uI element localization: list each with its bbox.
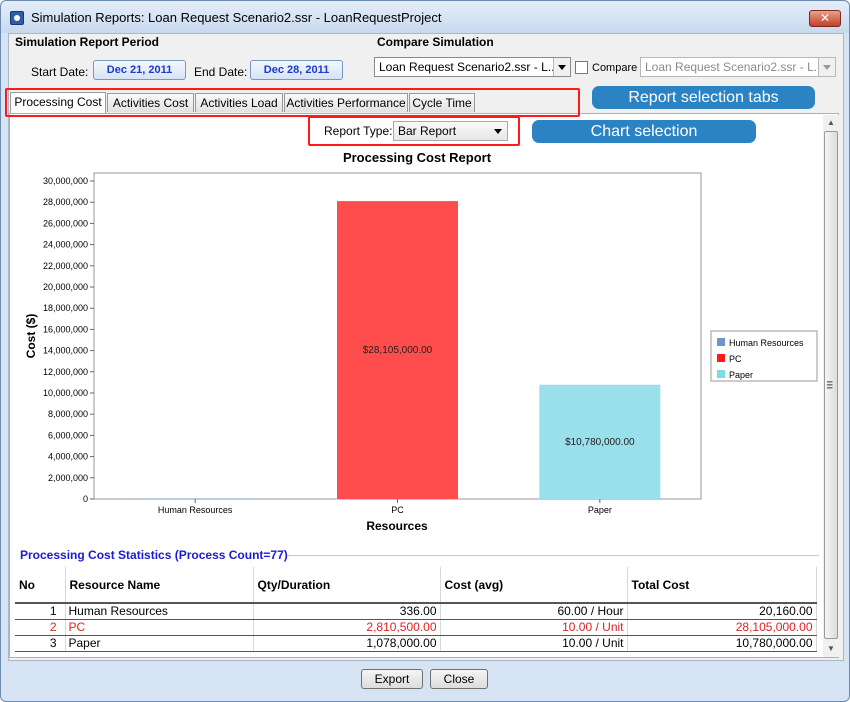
- y-tick-label: 14,000,000: [43, 346, 88, 356]
- row-qty: 336.00: [253, 603, 441, 620]
- chevron-down-icon: [818, 58, 835, 76]
- row-no: 1: [15, 603, 66, 620]
- row-resource-name: Paper: [65, 635, 254, 652]
- column-header-resource-name[interactable]: Resource Name: [65, 567, 254, 604]
- x-axis-label: Resources: [366, 519, 428, 533]
- compare-scenario-value: Loan Request Scenario2.ssr - L...: [645, 60, 824, 74]
- column-header-no[interactable]: No: [15, 567, 66, 604]
- y-tick-label: 4,000,000: [48, 452, 88, 462]
- row-total: 20,160.00: [627, 603, 817, 620]
- scenario-select-value: Loan Request Scenario2.ssr - L...: [379, 60, 558, 74]
- bar-paper[interactable]: [539, 384, 661, 499]
- report-type-value: Bar Report: [398, 124, 457, 138]
- app-icon: [10, 11, 24, 25]
- column-header-qty-duration[interactable]: Qty/Duration: [253, 567, 441, 604]
- start-date-label: Start Date:: [31, 65, 89, 79]
- end-date-label: End Date:: [194, 65, 248, 79]
- stats-title: Processing Cost Statistics (Process Coun…: [20, 548, 288, 562]
- chevron-down-icon[interactable]: [490, 122, 507, 140]
- column-header-total-cost[interactable]: Total Cost: [627, 567, 817, 604]
- compare-checkbox[interactable]: [575, 61, 588, 74]
- legend-item: Paper: [729, 370, 753, 380]
- y-tick-label: 28,000,000: [43, 197, 88, 207]
- y-tick-label: 6,000,000: [48, 430, 88, 440]
- legend-swatch: [717, 338, 725, 346]
- tab-activities-cost[interactable]: Activities Cost: [107, 93, 194, 112]
- y-tick-label: 22,000,000: [43, 261, 88, 271]
- stats-divider: [287, 555, 819, 556]
- bar-pc[interactable]: [337, 201, 458, 499]
- compare-checkbox-label: Compare: [592, 62, 638, 74]
- legend-box: [710, 330, 818, 382]
- y-tick-label: 2,000,000: [48, 473, 88, 483]
- tab-activities-load[interactable]: Activities Load: [195, 93, 283, 112]
- column-header-cost-avg[interactable]: Cost (avg): [440, 567, 628, 604]
- tab-activities-performance[interactable]: Activities Performance: [284, 93, 408, 112]
- y-axis-label: Cost ($): [24, 314, 38, 359]
- scroll-grip-icon: ━ ━ ━: [827, 377, 833, 393]
- legend-swatch: [717, 370, 725, 378]
- end-date-button[interactable]: Dec 28, 2011: [250, 60, 343, 80]
- y-tick-label: 8,000,000: [48, 409, 88, 419]
- tab-processing-cost[interactable]: Processing Cost: [10, 92, 106, 113]
- tabs-highlight-box: [5, 88, 580, 117]
- legend-swatch: [717, 354, 725, 362]
- x-tick-label: PC: [391, 505, 404, 515]
- bar-data-label: $10,780,000.00: [565, 437, 635, 448]
- scroll-down-arrow-icon[interactable]: ▼: [827, 644, 835, 653]
- chart-selection-highlight-box: [308, 116, 520, 146]
- tab-cycle-time[interactable]: Cycle Time: [409, 93, 475, 112]
- table-row[interactable]: 1 Human Resources 336.00 60.00 / Hour 20…: [15, 603, 817, 620]
- chart-title: Processing Cost Report: [343, 150, 492, 165]
- legend-item: Human Resources: [729, 338, 804, 348]
- row-resource-name: PC: [65, 619, 254, 636]
- row-qty: 1,078,000.00: [253, 635, 441, 652]
- chevron-down-icon[interactable]: [553, 58, 570, 76]
- row-cost: 10.00 / Unit: [440, 635, 628, 652]
- start-date-button[interactable]: Dec 21, 2011: [93, 60, 186, 80]
- window-title: Simulation Reports: Loan Request Scenari…: [31, 10, 442, 25]
- close-button[interactable]: Close: [430, 669, 488, 689]
- tabs-callout: Report selection tabs: [592, 86, 815, 109]
- row-cost: 60.00 / Hour: [440, 603, 628, 620]
- y-tick-label: 30,000,000: [43, 176, 88, 186]
- y-tick-label: 26,000,000: [43, 218, 88, 228]
- table-row[interactable]: 3 Paper 1,078,000.00 10.00 / Unit 10,780…: [15, 635, 817, 652]
- stats-header-row: No Resource Name Qty/Duration Cost (avg)…: [15, 567, 817, 604]
- legend-item: PC: [729, 354, 742, 364]
- y-tick-label: 16,000,000: [43, 324, 88, 334]
- y-tick-label: 24,000,000: [43, 240, 88, 250]
- compare-simulation-group-label: Compare Simulation: [377, 35, 494, 49]
- y-tick-label: 20,000,000: [43, 282, 88, 292]
- export-button[interactable]: Export: [361, 669, 423, 689]
- x-tick-label: Human Resources: [158, 505, 233, 515]
- chart-callout: Chart selection: [532, 120, 756, 143]
- table-row[interactable]: 2 PC 2,810,500.00 10.00 / Unit 28,105,00…: [15, 619, 817, 636]
- report-type-label: Report Type:: [324, 124, 393, 138]
- processing-cost-stats-table: No Resource Name Qty/Duration Cost (avg)…: [15, 567, 817, 652]
- bar-data-label: $28,105,000.00: [363, 345, 433, 356]
- y-tick-label: 18,000,000: [43, 303, 88, 313]
- compare-scenario-select: Loan Request Scenario2.ssr - L...: [640, 57, 836, 77]
- scenario-select[interactable]: Loan Request Scenario2.ssr - L...: [374, 57, 571, 77]
- scroll-up-arrow-icon[interactable]: ▲: [827, 118, 835, 127]
- row-total: 10,780,000.00: [627, 635, 817, 652]
- row-total: 28,105,000.00: [627, 619, 817, 636]
- x-tick-label: Paper: [588, 505, 612, 515]
- row-cost: 10.00 / Unit: [440, 619, 628, 636]
- y-tick-label: 0: [83, 494, 88, 504]
- title-bar[interactable]: Simulation Reports: Loan Request Scenari…: [1, 1, 849, 33]
- window-close-button[interactable]: ✕: [809, 10, 841, 27]
- report-type-select[interactable]: Bar Report: [393, 121, 508, 141]
- row-qty: 2,810,500.00: [253, 619, 441, 636]
- row-resource-name: Human Resources: [65, 603, 254, 620]
- scrollbar-thumb[interactable]: [824, 131, 838, 639]
- y-tick-label: 10,000,000: [43, 388, 88, 398]
- y-tick-label: 12,000,000: [43, 367, 88, 377]
- row-no: 2: [15, 619, 66, 636]
- report-period-group-label: Simulation Report Period: [15, 35, 160, 49]
- row-no: 3: [15, 635, 66, 652]
- processing-cost-chart: Processing Cost Report 0 2,000,000 4,000,0…: [24, 150, 818, 533]
